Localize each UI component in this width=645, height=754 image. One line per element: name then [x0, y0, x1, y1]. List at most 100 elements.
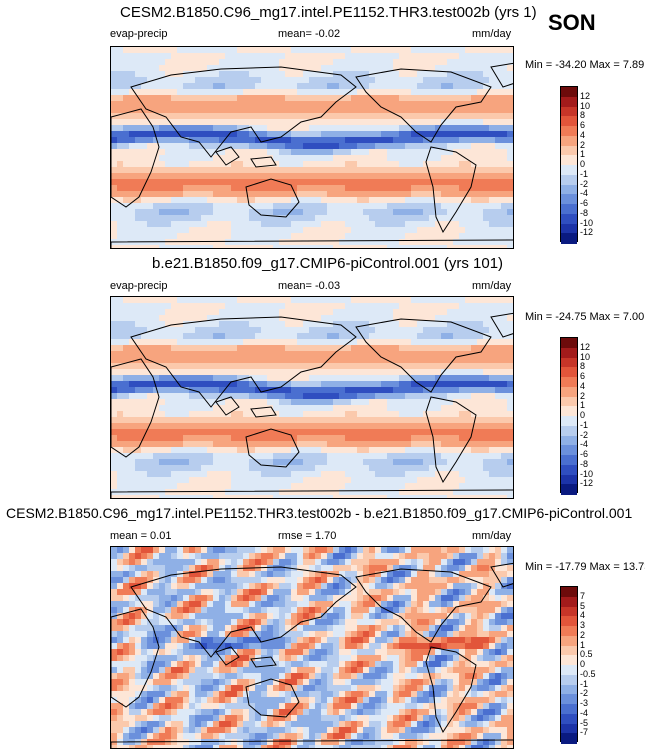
- map-cell: [237, 405, 244, 412]
- map-cell: [489, 107, 496, 114]
- map-cell: [261, 357, 268, 364]
- map-cell: [291, 375, 298, 382]
- map-cell: [477, 119, 484, 126]
- map-cell: [435, 83, 442, 90]
- map-cell: [405, 399, 412, 406]
- map-cell: [165, 227, 172, 234]
- map-cell: [399, 333, 406, 340]
- map-cell: [441, 59, 448, 66]
- map-cell: [123, 227, 130, 234]
- map-cell: [285, 547, 292, 554]
- map-cell: [201, 423, 208, 430]
- map-cell: [333, 411, 340, 418]
- map-cell: [363, 459, 370, 466]
- map-cell: [327, 369, 334, 376]
- map-cell: [477, 209, 484, 216]
- map-cell: [219, 565, 226, 572]
- map-cell: [333, 161, 340, 168]
- map-cell: [339, 89, 346, 96]
- map-cell: [453, 155, 460, 162]
- map-cell: [135, 131, 142, 138]
- map-cell: [249, 203, 256, 210]
- map-cell: [387, 227, 394, 234]
- map-cell: [159, 245, 166, 248]
- map-cell: [225, 197, 232, 204]
- panel1-mean-label: mean= -0.02: [278, 28, 341, 40]
- map-cell: [501, 351, 508, 358]
- map-cell: [507, 465, 513, 472]
- map-cell: [375, 309, 382, 316]
- map-cell: [441, 125, 448, 132]
- map-cell: [447, 297, 454, 304]
- map-cell: [387, 203, 394, 210]
- map-cell: [147, 363, 154, 370]
- map-cell: [297, 215, 304, 222]
- map-cell: [471, 59, 478, 66]
- map-cell: [135, 191, 142, 198]
- map-cell: [111, 333, 118, 340]
- map-cell: [261, 363, 268, 370]
- map-cell: [267, 565, 274, 572]
- map-cell: [195, 83, 202, 90]
- map-cell: [273, 101, 280, 108]
- map-cell: [477, 477, 484, 484]
- map-cell: [399, 405, 406, 412]
- map-cell: [183, 297, 190, 304]
- map-cell: [159, 559, 166, 566]
- map-cell: [393, 351, 400, 358]
- map-cell: [501, 339, 508, 346]
- map-cell: [501, 149, 508, 156]
- map-cell: [339, 197, 346, 204]
- map-cell: [303, 131, 310, 138]
- map-cell: [495, 471, 502, 478]
- map-cell: [123, 417, 130, 424]
- map-cell: [435, 369, 442, 376]
- map-cell: [207, 387, 214, 394]
- map-cell: [321, 303, 328, 310]
- map-cell: [495, 155, 502, 162]
- map-cell: [285, 53, 292, 60]
- map-cell: [213, 553, 220, 560]
- map-cell: [327, 83, 334, 90]
- map-cell: [357, 369, 364, 376]
- map-cell: [339, 423, 346, 430]
- map-cell: [363, 173, 370, 180]
- map-cell: [417, 155, 424, 162]
- map-cell: [441, 215, 448, 222]
- map-cell: [483, 65, 490, 72]
- map-cell: [195, 203, 202, 210]
- map-cell: [153, 547, 160, 554]
- map-cell: [243, 149, 250, 156]
- map-cell: [435, 471, 442, 478]
- map-cell: [123, 441, 130, 448]
- map-cell: [321, 197, 328, 204]
- map-cell: [471, 399, 478, 406]
- map-cell: [309, 245, 316, 248]
- map-cell: [483, 119, 490, 126]
- map-cell: [429, 149, 436, 156]
- map-cell: [453, 423, 460, 430]
- map-cell: [207, 59, 214, 66]
- colorbar-tick-label: -1: [580, 419, 589, 430]
- map-cell: [435, 119, 442, 126]
- map-cell: [219, 345, 226, 352]
- map-cell: [207, 327, 214, 334]
- map-cell: [135, 53, 142, 60]
- map-cell: [363, 447, 370, 454]
- map-cell: [387, 387, 394, 394]
- map-cell: [393, 59, 400, 66]
- map-cell: [339, 239, 346, 246]
- panel2-variable-label: evap-precip: [110, 280, 168, 292]
- map-cell: [393, 571, 400, 578]
- map-cell: [261, 429, 268, 436]
- map-cell: [261, 209, 268, 216]
- colorbar-segment: [561, 145, 577, 156]
- map-cell: [321, 297, 328, 304]
- map-cell: [255, 429, 262, 436]
- map-cell: [447, 495, 454, 498]
- map-cell: [447, 155, 454, 162]
- map-cell: [357, 179, 364, 186]
- map-cell: [381, 101, 388, 108]
- map-cell: [387, 83, 394, 90]
- map-cell: [393, 203, 400, 210]
